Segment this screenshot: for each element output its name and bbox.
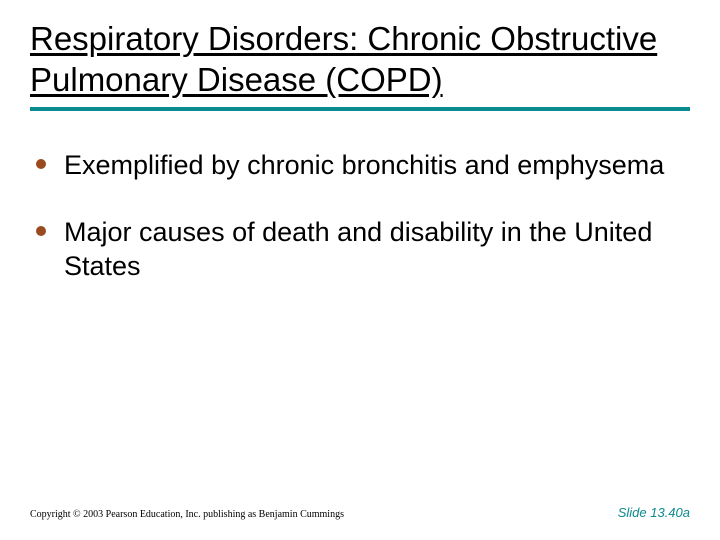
slide-title: Respiratory Disorders: Chronic Obstructi…: [30, 18, 690, 101]
list-item-text: Exemplified by chronic bronchitis and em…: [64, 150, 664, 180]
slide-number: Slide 13.40a: [618, 505, 690, 520]
list-item: Exemplified by chronic bronchitis and em…: [34, 149, 690, 183]
slide: Respiratory Disorders: Chronic Obstructi…: [0, 0, 720, 540]
copyright-text: Copyright © 2003 Pearson Education, Inc.…: [30, 509, 344, 520]
list-item: Major causes of death and disability in …: [34, 216, 690, 284]
bullet-icon: [36, 226, 46, 236]
title-block: Respiratory Disorders: Chronic Obstructi…: [30, 18, 690, 111]
bullet-icon: [36, 159, 46, 169]
bullet-list: Exemplified by chronic bronchitis and em…: [30, 149, 690, 284]
list-item-text: Major causes of death and disability in …: [64, 217, 652, 281]
